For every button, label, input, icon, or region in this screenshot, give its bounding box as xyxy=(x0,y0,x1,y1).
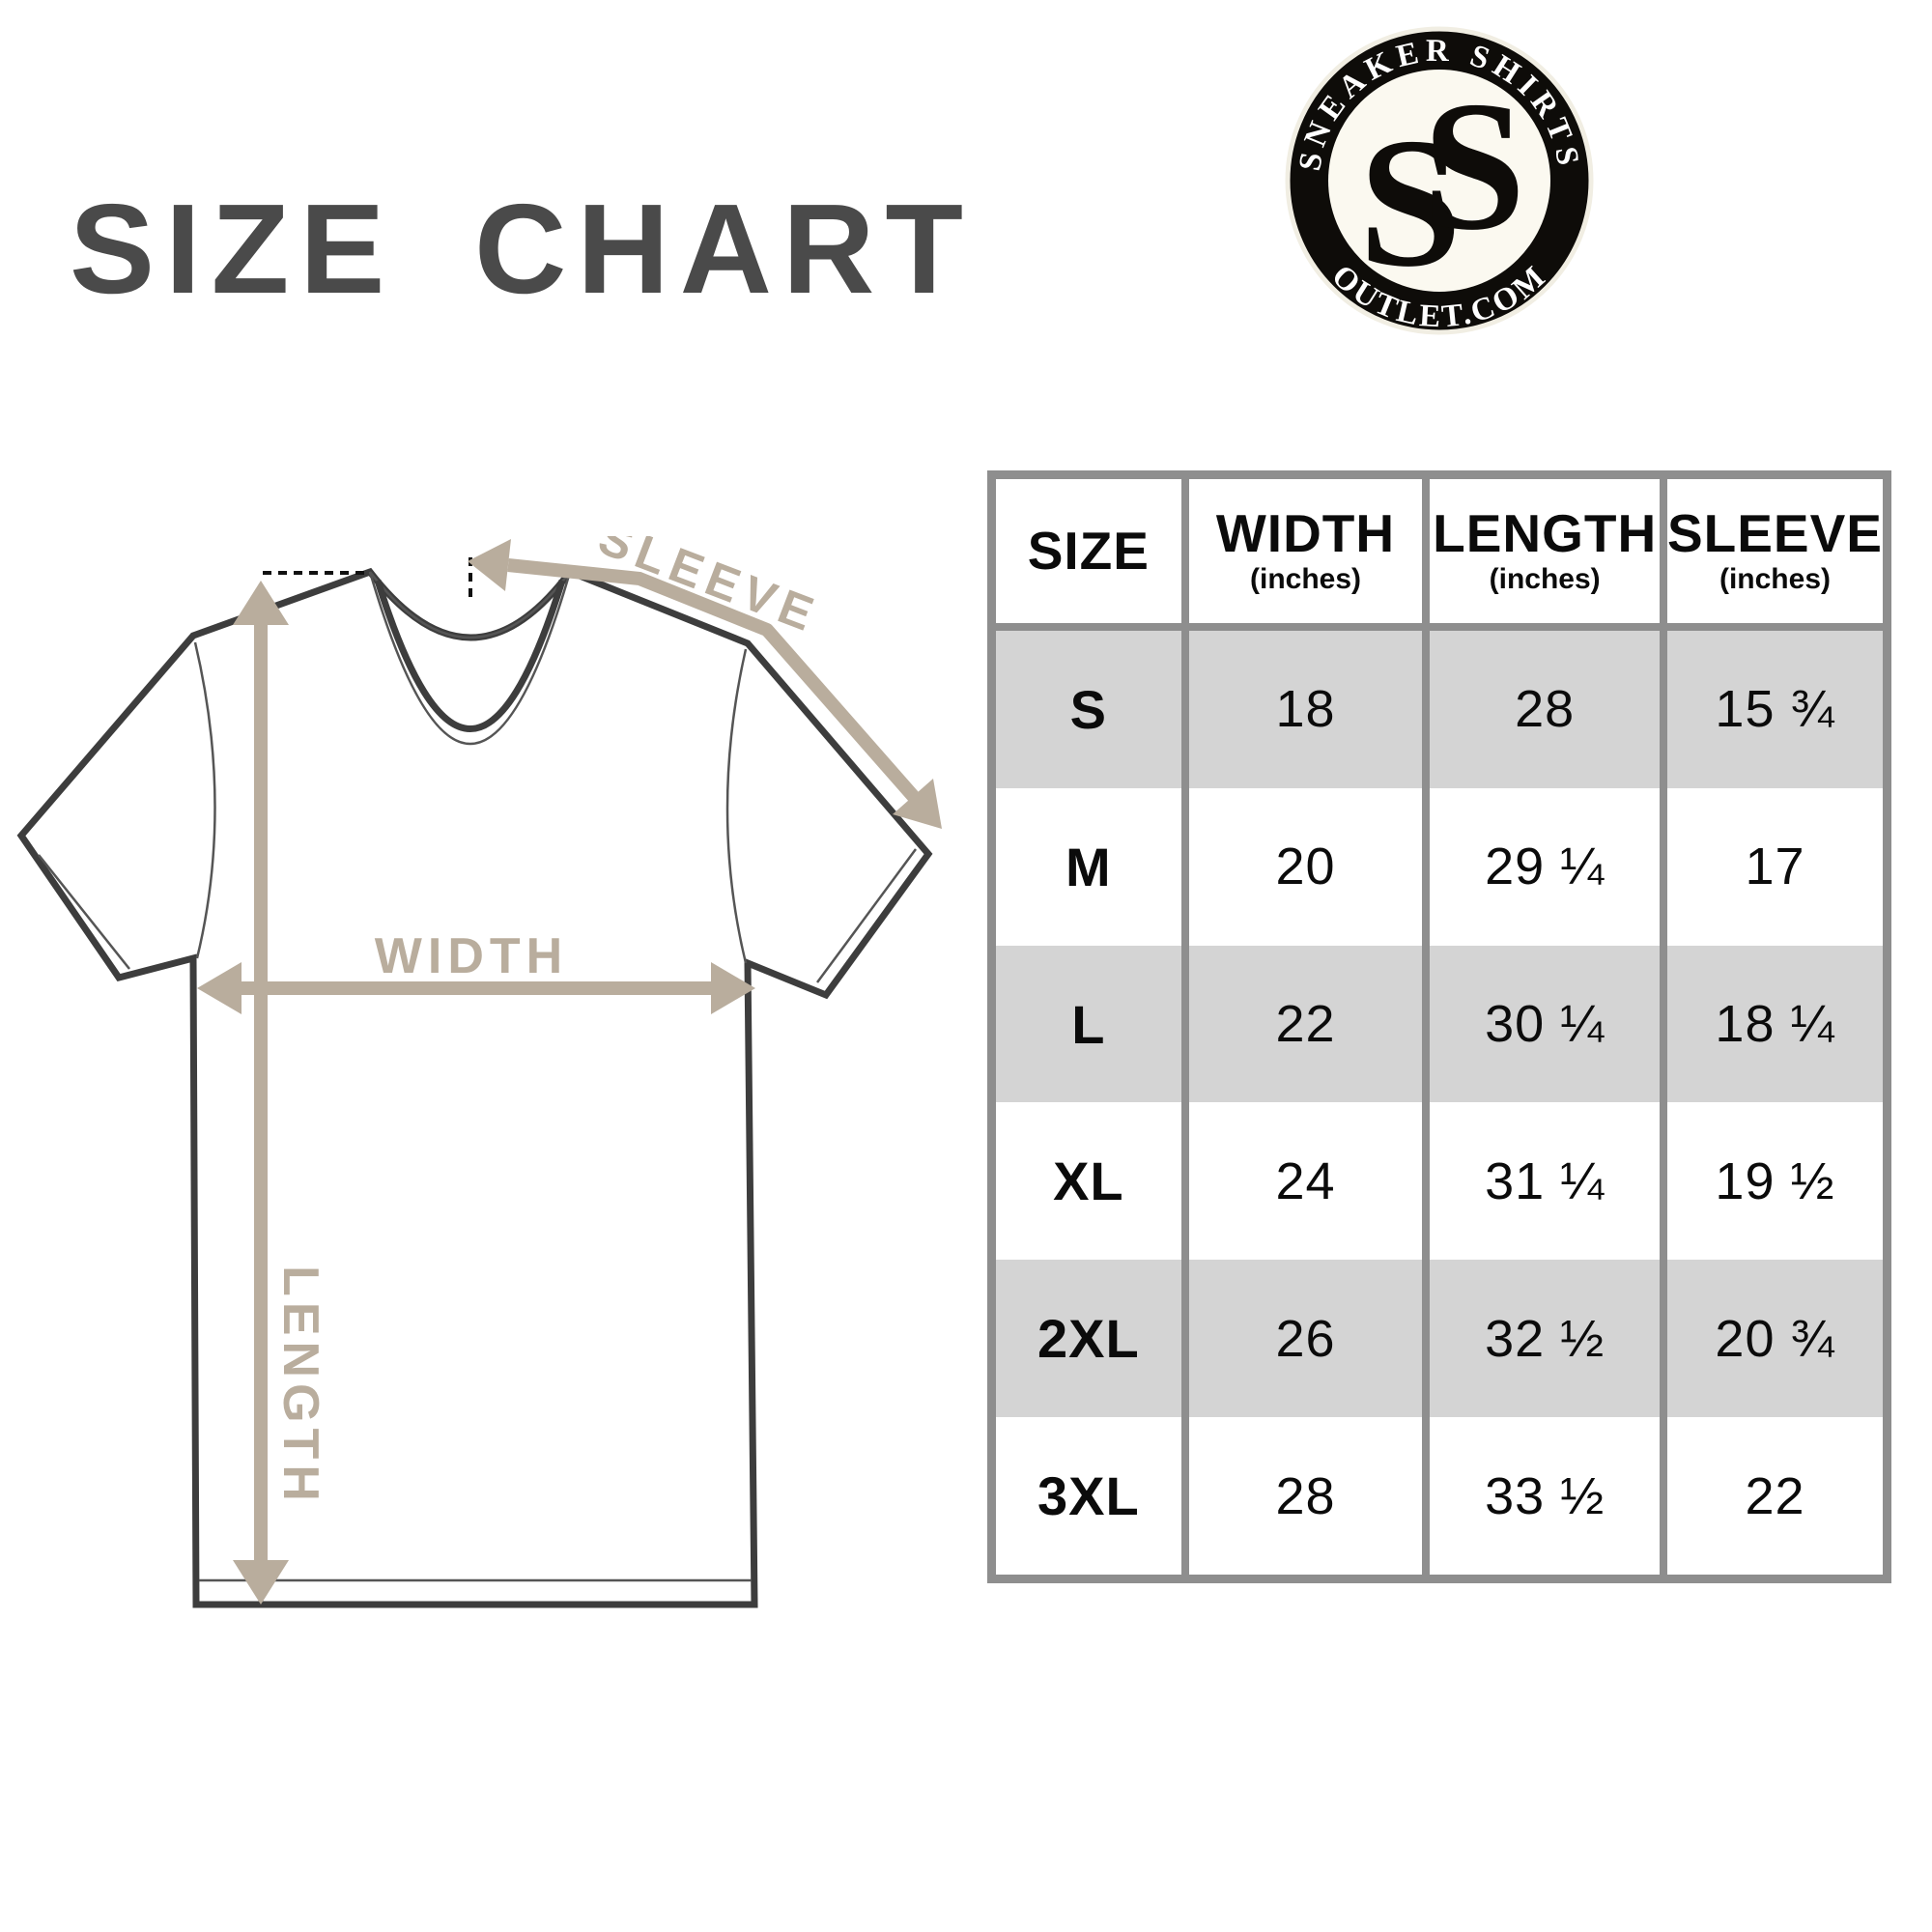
table-row-length-cell: 30 ¼ xyxy=(1430,945,1660,1103)
table-row-length-cell: 29 ¼ xyxy=(1430,787,1660,946)
collar-band xyxy=(374,579,566,732)
badge-inner-circle xyxy=(1328,70,1550,292)
table-row-width-cell: 26 xyxy=(1188,1260,1423,1418)
collar-back-seam xyxy=(369,571,571,639)
table-row-width-cell: 20 xyxy=(1188,787,1423,946)
col-header-label: WIDTH xyxy=(1215,502,1396,563)
table-row-length-cell: 33 ½ xyxy=(1430,1417,1660,1575)
col-header-sleeve: SLEEVE (inches) xyxy=(1666,479,1883,631)
table-row-sleeve-cell: 20 ¾ xyxy=(1666,1260,1883,1418)
table-row-size-cell: XL xyxy=(996,1102,1181,1261)
table-row-sleeve-cell: 19 ½ xyxy=(1666,1102,1883,1261)
collar-outer-seam xyxy=(368,571,572,746)
table-row-size-cell: M xyxy=(996,787,1181,946)
col-header-unit: (inches) xyxy=(1719,563,1831,596)
tshirt-measure-diagram: WIDTH LENGTH SLEEVE xyxy=(16,536,942,1608)
col-header-label: LENGTH xyxy=(1433,502,1658,563)
length-arrow xyxy=(233,581,289,1605)
width-arrow xyxy=(197,962,755,1014)
sleeve-arrow xyxy=(468,539,942,829)
table-row-length-cell: 28 xyxy=(1430,631,1660,788)
armhole-seam-left xyxy=(193,641,216,959)
cuff-seam-right xyxy=(815,848,918,983)
table-row-size-cell: S xyxy=(996,631,1181,788)
armhole-seam-right xyxy=(725,648,748,964)
table-row-size-cell: L xyxy=(996,945,1181,1103)
length-label: LENGTH xyxy=(272,1265,328,1507)
table-row-width-cell: 28 xyxy=(1188,1417,1423,1575)
width-label: WIDTH xyxy=(375,928,568,984)
col-header-size: SIZE xyxy=(996,479,1181,631)
col-header-label: SLEEVE xyxy=(1666,502,1883,563)
badge-ss-monogram-icon: S S xyxy=(1359,63,1526,305)
svg-text:S: S xyxy=(1423,63,1526,269)
col-header-unit: (inches) xyxy=(1250,563,1362,596)
size-table: SIZE WIDTH (inches) LENGTH (inches) SLEE… xyxy=(987,470,1891,1583)
table-row-width-cell: 22 xyxy=(1188,945,1423,1103)
cuff-seam-left xyxy=(38,854,130,970)
brand-badge: SNEAKER SHIRTS OUTLET.COM S S xyxy=(1285,26,1594,335)
col-header-label: SIZE xyxy=(1027,520,1150,581)
col-header-width: WIDTH (inches) xyxy=(1188,479,1423,631)
col-header-length: LENGTH (inches) xyxy=(1430,479,1660,631)
col-header-unit: (inches) xyxy=(1489,563,1601,596)
table-row-size-cell: 2XL xyxy=(996,1260,1181,1418)
table-row-sleeve-cell: 18 ¼ xyxy=(1666,945,1883,1103)
table-row-length-cell: 32 ½ xyxy=(1430,1260,1660,1418)
table-row-length-cell: 31 ¼ xyxy=(1430,1102,1660,1261)
table-row-size-cell: 3XL xyxy=(996,1417,1181,1575)
table-row-sleeve-cell: 15 ¾ xyxy=(1666,631,1883,788)
table-row-sleeve-cell: 22 xyxy=(1666,1417,1883,1575)
table-row-sleeve-cell: 17 xyxy=(1666,787,1883,946)
svg-text:S: S xyxy=(1359,99,1463,305)
page-title: SIZE CHART xyxy=(70,178,974,320)
table-row-width-cell: 24 xyxy=(1188,1102,1423,1261)
table-row-width-cell: 18 xyxy=(1188,631,1423,788)
